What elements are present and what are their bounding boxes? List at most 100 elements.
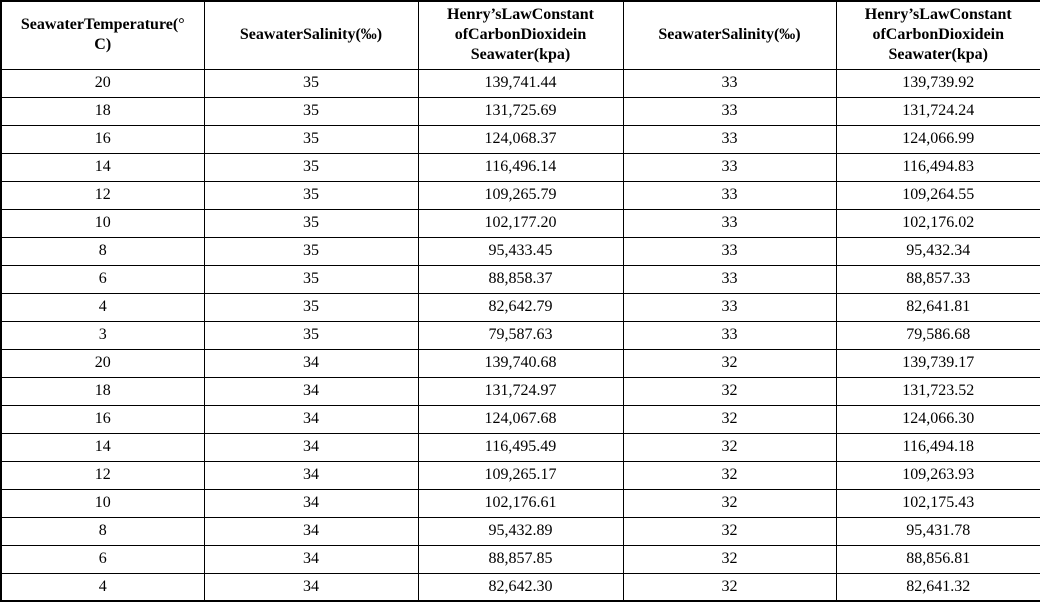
henrys-constant-a-cell: 88,858.37 — [417, 264, 624, 294]
henrys-constant-b-cell: 124,066.99 — [835, 124, 1040, 154]
henrys-constant-a-cell: 139,741.44 — [417, 68, 624, 98]
temperature-cell: 14 — [0, 432, 205, 462]
temperature-cell: 10 — [0, 208, 205, 238]
salinity-b-cell: 32 — [622, 376, 837, 406]
table-row: 20 34 139,740.68 32 139,739.17 — [0, 348, 1040, 378]
table-row: 16 34 124,067.68 32 124,066.30 — [0, 404, 1040, 434]
salinity-a-cell: 35 — [203, 264, 419, 294]
temperature-cell: 18 — [0, 96, 205, 126]
salinity-b-cell: 32 — [622, 544, 837, 574]
henrys-constant-a-cell: 109,265.17 — [417, 460, 624, 490]
salinity-a-cell: 35 — [203, 96, 419, 126]
salinity-b-cell: 32 — [622, 348, 837, 378]
salinity-a-cell: 35 — [203, 180, 419, 210]
table-row: 3 35 79,587.63 33 79,586.68 — [0, 320, 1040, 350]
henrys-constant-b-cell: 102,176.02 — [835, 208, 1040, 238]
henrys-constant-a-cell: 95,433.45 — [417, 236, 624, 266]
salinity-b-cell: 33 — [622, 208, 837, 238]
table-row: 18 35 131,725.69 33 131,724.24 — [0, 96, 1040, 126]
table-row: 16 35 124,068.37 33 124,066.99 — [0, 124, 1040, 154]
salinity-a-cell: 34 — [203, 348, 419, 378]
henrys-constant-a-cell: 131,724.97 — [417, 376, 624, 406]
temperature-cell: 8 — [0, 236, 205, 266]
salinity-a-cell: 34 — [203, 544, 419, 574]
table-row: 8 35 95,433.45 33 95,432.34 — [0, 236, 1040, 266]
salinity-a-cell: 35 — [203, 152, 419, 182]
table-row: 12 34 109,265.17 32 109,263.93 — [0, 460, 1040, 490]
column-header-salinity-b: SeawaterSalinity(‰) — [622, 0, 837, 70]
henrys-constant-b-cell: 88,857.33 — [835, 264, 1040, 294]
henrys-constant-a-cell: 124,067.68 — [417, 404, 624, 434]
henrys-constant-b-cell: 116,494.83 — [835, 152, 1040, 182]
henrys-constant-b-cell: 102,175.43 — [835, 488, 1040, 518]
salinity-b-cell: 33 — [622, 152, 837, 182]
henrys-constant-a-cell: 82,642.30 — [417, 572, 624, 602]
table-row: 10 35 102,177.20 33 102,176.02 — [0, 208, 1040, 238]
salinity-b-cell: 33 — [622, 96, 837, 126]
salinity-b-cell: 33 — [622, 68, 837, 98]
salinity-a-cell: 35 — [203, 292, 419, 322]
salinity-a-cell: 34 — [203, 432, 419, 462]
henrys-constant-b-cell: 139,739.17 — [835, 348, 1040, 378]
temperature-cell: 10 — [0, 488, 205, 518]
temperature-cell: 3 — [0, 320, 205, 350]
henrys-constant-b-cell: 95,431.78 — [835, 516, 1040, 546]
temperature-cell: 20 — [0, 68, 205, 98]
henrys-constant-b-cell: 131,724.24 — [835, 96, 1040, 126]
table-row: 20 35 139,741.44 33 139,739.92 — [0, 68, 1040, 98]
salinity-a-cell: 34 — [203, 460, 419, 490]
salinity-b-cell: 32 — [622, 404, 837, 434]
salinity-b-cell: 33 — [622, 180, 837, 210]
salinity-a-cell: 34 — [203, 488, 419, 518]
table-row: 4 34 82,642.30 32 82,641.32 — [0, 572, 1040, 602]
temperature-cell: 6 — [0, 544, 205, 574]
henrys-constant-b-cell: 82,641.81 — [835, 292, 1040, 322]
henrys-constant-a-cell: 95,432.89 — [417, 516, 624, 546]
temperature-cell: 12 — [0, 460, 205, 490]
salinity-a-cell: 34 — [203, 572, 419, 602]
salinity-a-cell: 35 — [203, 68, 419, 98]
salinity-b-cell: 33 — [622, 292, 837, 322]
temperature-cell: 6 — [0, 264, 205, 294]
henrys-constant-b-cell: 109,263.93 — [835, 460, 1040, 490]
table-row: 12 35 109,265.79 33 109,264.55 — [0, 180, 1040, 210]
salinity-a-cell: 34 — [203, 376, 419, 406]
temperature-cell: 4 — [0, 572, 205, 602]
salinity-a-cell: 35 — [203, 236, 419, 266]
temperature-cell: 12 — [0, 180, 205, 210]
temperature-cell: 14 — [0, 152, 205, 182]
temperature-cell: 16 — [0, 124, 205, 154]
henrys-constant-a-cell: 116,496.14 — [417, 152, 624, 182]
header-row: SeawaterTemperature(° C) SeawaterSalinit… — [0, 0, 1040, 70]
table-row: 8 34 95,432.89 32 95,431.78 — [0, 516, 1040, 546]
henrys-constant-a-cell: 116,495.49 — [417, 432, 624, 462]
table-body: 20 35 139,741.44 33 139,739.92 18 35 131,725.69… — [0, 68, 1040, 602]
henrys-constant-b-cell: 88,856.81 — [835, 544, 1040, 574]
salinity-b-cell: 32 — [622, 460, 837, 490]
henrys-constant-a-cell: 139,740.68 — [417, 348, 624, 378]
salinity-a-cell: 35 — [203, 124, 419, 154]
table-row: 14 35 116,496.14 33 116,494.83 — [0, 152, 1040, 182]
henrys-constant-a-cell: 102,176.61 — [417, 488, 624, 518]
table-row: 10 34 102,176.61 32 102,175.43 — [0, 488, 1040, 518]
henrys-constant-b-cell: 82,641.32 — [835, 572, 1040, 602]
column-header-salinity-a: SeawaterSalinity(‰) — [203, 0, 419, 70]
salinity-b-cell: 33 — [622, 320, 837, 350]
henrys-constant-a-cell: 88,857.85 — [417, 544, 624, 574]
henrys-constant-b-cell: 109,264.55 — [835, 180, 1040, 210]
henrys-constant-a-cell: 109,265.79 — [417, 180, 624, 210]
henrys-constant-b-cell: 79,586.68 — [835, 320, 1040, 350]
henrys-constant-b-cell: 95,432.34 — [835, 236, 1040, 266]
henrys-constant-b-cell: 124,066.30 — [835, 404, 1040, 434]
salinity-b-cell: 33 — [622, 236, 837, 266]
temperature-cell: 20 — [0, 348, 205, 378]
henrys-constant-a-cell: 79,587.63 — [417, 320, 624, 350]
table-row: 6 34 88,857.85 32 88,856.81 — [0, 544, 1040, 574]
henrys-constant-b-cell: 116,494.18 — [835, 432, 1040, 462]
temperature-cell: 8 — [0, 516, 205, 546]
salinity-b-cell: 32 — [622, 516, 837, 546]
temperature-cell: 18 — [0, 376, 205, 406]
henrys-constant-b-cell: 139,739.92 — [835, 68, 1040, 98]
salinity-b-cell: 33 — [622, 124, 837, 154]
